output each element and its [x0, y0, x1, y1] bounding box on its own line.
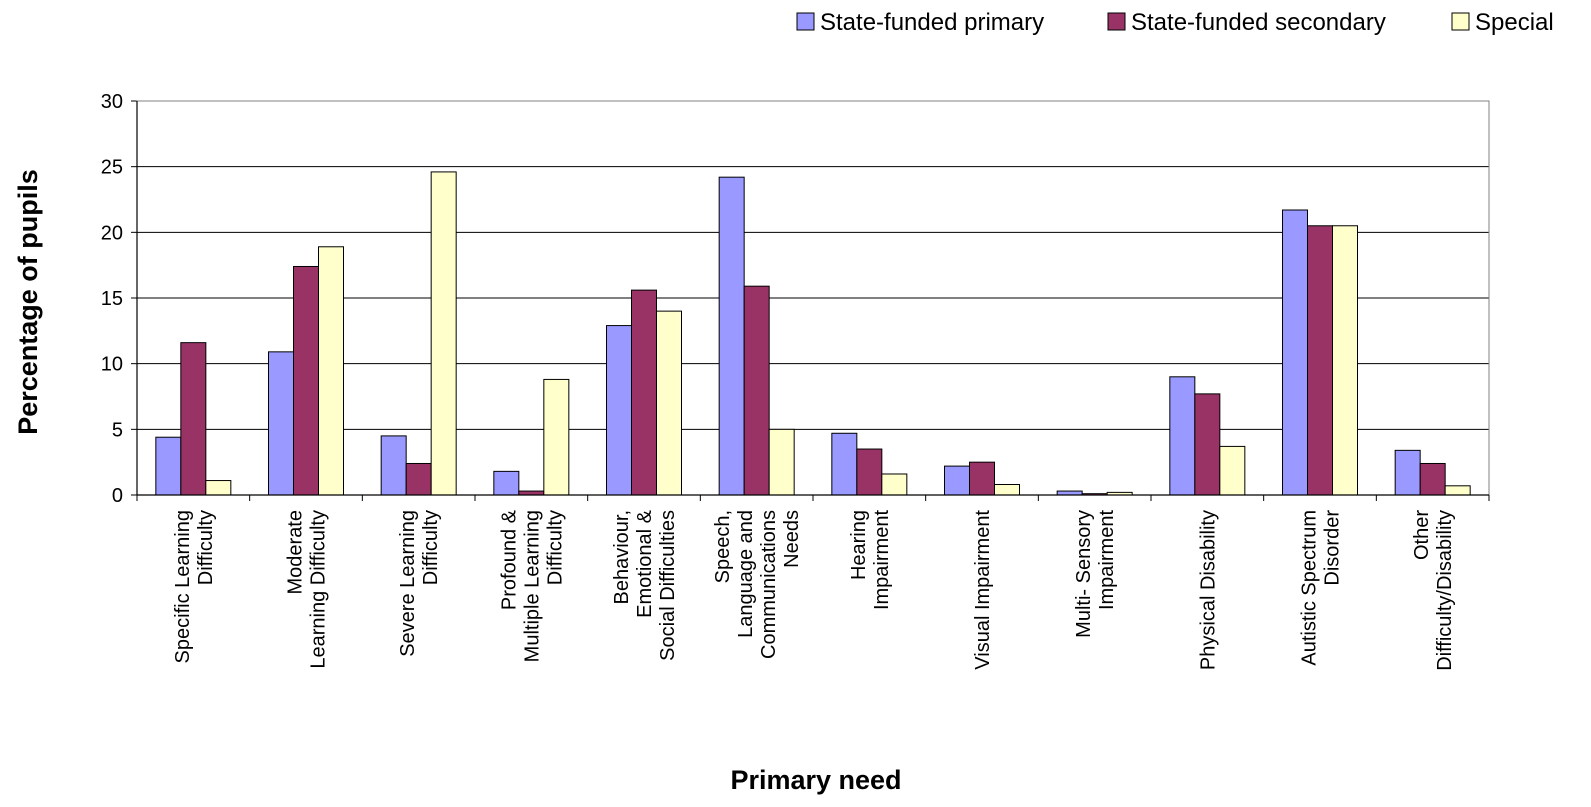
bar-state-funded-primary	[1169, 376, 1196, 496]
y-tick-label: 15	[101, 288, 123, 310]
legend: State-funded primary State-funded seconda…	[796, 9, 1554, 36]
category-label: ModerateLearning Difficulty	[285, 510, 330, 669]
bar-special	[1219, 445, 1246, 496]
bar-state-funded-secondary	[743, 285, 770, 496]
y-tick-label: 20	[101, 222, 123, 244]
bar-state-funded-secondary	[1194, 393, 1221, 496]
bar-state-funded-primary	[1394, 449, 1421, 496]
bar-state-funded-secondary	[856, 448, 883, 496]
bar-state-funded-primary	[718, 176, 745, 496]
category-label: Profound &Multiple LearningDifficulty	[498, 509, 566, 662]
legend-label: Special	[1475, 9, 1554, 36]
legend-label: State-funded primary	[820, 9, 1044, 36]
bar-special	[1332, 225, 1358, 496]
bars	[155, 171, 1471, 496]
bar-special	[1444, 485, 1471, 496]
y-tick-label: 5	[112, 419, 123, 441]
category-label: Severe LearningDifficulty	[397, 510, 442, 657]
bar-state-funded-secondary	[969, 461, 995, 496]
axes	[131, 100, 1490, 501]
bar-state-funded-secondary	[1419, 462, 1446, 496]
bar-state-funded-primary	[380, 435, 407, 496]
category-label: Multi- SensoryImpairment	[1073, 510, 1118, 638]
bar-special	[994, 483, 1020, 496]
legend-swatch	[1451, 12, 1470, 31]
bar-state-funded-primary	[606, 325, 632, 496]
bar-state-funded-secondary	[180, 342, 207, 496]
bar-state-funded-secondary	[631, 289, 657, 496]
bar-special	[768, 428, 795, 496]
bar-state-funded-primary	[155, 436, 182, 496]
category-labels: Specific LearningDifficulty ModerateLearn…	[172, 509, 1456, 670]
category-label: OtherDifficulty/Disability	[1411, 510, 1456, 671]
bar-special	[318, 246, 344, 496]
bar-special	[656, 310, 682, 496]
y-tick-label: 10	[101, 354, 123, 376]
category-label: Specific LearningDifficulty	[172, 510, 217, 663]
category-label: Behaviour,Emotional &Social Difficulties	[611, 509, 679, 660]
y-tick-label: 25	[101, 157, 123, 179]
legend-swatch	[796, 12, 815, 31]
bar-state-funded-primary	[1282, 209, 1308, 496]
bar-state-funded-primary	[268, 351, 294, 496]
bar-state-funded-primary	[493, 470, 520, 496]
bar-state-funded-secondary	[405, 462, 432, 496]
bar-state-funded-primary	[831, 432, 858, 496]
y-tick-label: 0	[112, 485, 123, 507]
x-axis-title: Primary need	[730, 765, 901, 795]
bar-special	[881, 473, 908, 496]
bar-state-funded-secondary	[293, 265, 319, 496]
bar-state-funded-secondary	[1307, 225, 1333, 496]
bar-special	[430, 171, 457, 496]
y-axis-title: Percentage of pupils	[13, 169, 43, 435]
legend-label: State-funded secondary	[1131, 9, 1386, 36]
bar-special	[543, 378, 570, 496]
legend-swatch	[1107, 12, 1126, 31]
category-label: Physical Disability	[1197, 510, 1219, 670]
bar-state-funded-primary	[944, 465, 970, 496]
y-tick-label: 30	[101, 91, 123, 113]
category-label: HearingImpairment	[848, 510, 893, 610]
y-tick-labels: 0 5 10 15 20 25 30	[101, 91, 123, 507]
category-label: Speech,Language andCommunicationsNeeds	[712, 510, 803, 659]
bar-special	[205, 480, 232, 496]
category-label: Autistic SpectrumDisorder	[1299, 510, 1344, 666]
category-label: Visual Impairment	[972, 510, 994, 670]
